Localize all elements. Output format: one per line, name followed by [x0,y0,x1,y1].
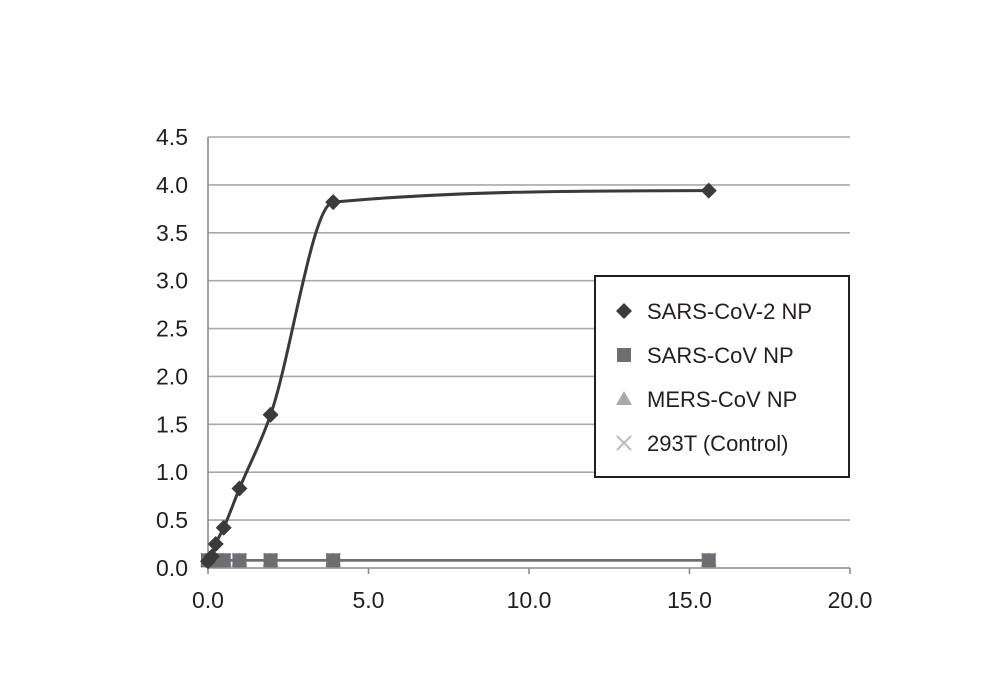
y-tick-label: 2.5 [156,316,188,342]
x-tick-label: 0.0 [192,587,224,613]
legend-marker-293t-control [616,435,632,451]
data-point-sars-cov-np [701,553,716,568]
data-point-sars-cov-2-np [262,406,279,423]
legend-marker-sars-cov-2-np [616,303,632,319]
data-point-sars-cov-2-np [215,519,232,536]
legend-marker-mers-cov-np [616,391,632,405]
legend-label-mers-cov-np: MERS-CoV NP [647,387,797,412]
data-point-sars-cov-np [232,553,247,568]
y-tick-label: 4.5 [156,124,188,150]
y-tick-label: 1.5 [156,411,188,437]
y-tick-label: 4.0 [156,172,188,198]
y-tick-label: 3.5 [156,220,188,246]
legend-box [594,275,850,478]
legend: SARS-CoV-2 NP SARS-CoV NP MERS-CoV NP 293T … [594,275,850,478]
legend-label-293t-control: 293T (Control) [647,431,788,456]
data-point-sars-cov-np [326,553,341,568]
data-point-sars-cov-2-np [203,548,220,565]
x-tick-label: 15.0 [667,587,712,613]
data-point-sars-cov-2-np [700,182,717,199]
y-tick-label: 3.0 [156,268,188,294]
series-markers [200,182,717,570]
x-marker-stroke [616,435,632,451]
axes: 0.0 0.5 1.0 1.5 2.0 2.5 3.0 3.5 4.0 4.5 0.0 5.0 10.0… [156,124,872,613]
legend-marker-sars-cov-np [617,348,631,362]
data-point-sars-cov-2-np [231,480,248,497]
y-tick-label: 0.0 [156,555,188,581]
legend-label-sars-cov-np: SARS-CoV NP [647,343,794,368]
x-tick-label: 5.0 [353,587,385,613]
data-point-sars-cov-np [216,553,231,568]
data-point-sars-cov-2-np [207,536,224,553]
y-tick-label: 0.5 [156,507,188,533]
y-tick-label: 2.0 [156,363,188,389]
data-point-sars-cov-np [263,553,278,568]
y-tick-label: 1.0 [156,459,188,485]
data-point-sars-cov-2-np [325,194,342,211]
legend-label-sars-cov-2-np: SARS-CoV-2 NP [647,299,812,324]
x-tick-label: 20.0 [828,587,873,613]
x-tick-label: 10.0 [507,587,552,613]
